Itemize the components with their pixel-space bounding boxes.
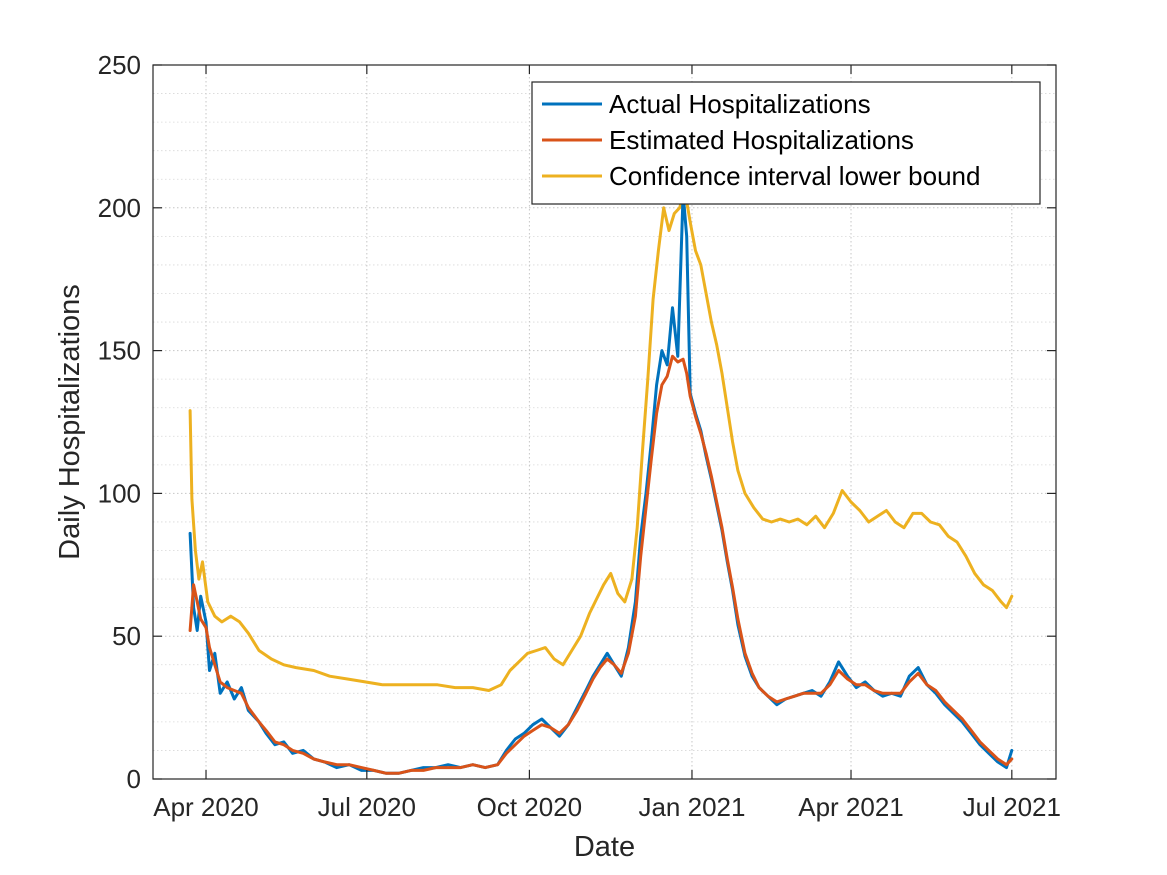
plot-box [152,64,1057,780]
x-axis-label: Date [574,831,635,863]
x-tick-label: Jul 2020 [318,792,416,822]
y-axis-label: Daily Hospitalizations [54,284,86,560]
series-line-1 [188,192,1014,775]
series-line-3 [188,189,1014,692]
axis-ticks: 0 50 100 150 200 250 Apr 2020 Jul 2020 Oct 2020 J… [98,50,1061,822]
y-tick-label: 100 [98,478,141,508]
y-tick-label: 200 [98,193,141,223]
legend-label: Actual Hospitalizations [609,89,871,119]
legend: Actual Hospitalizations Estimated Hospita… [531,81,1041,205]
x-tick-label: Apr 2021 [798,792,904,822]
y-tick-label: 250 [98,50,141,80]
x-tick-label: Apr 2020 [153,792,259,822]
series-line-2 [188,354,1014,775]
x-tick-label: Jan 2021 [638,792,745,822]
series-lines [188,189,1014,775]
legend-box [531,81,1041,205]
y-tick-label: 50 [112,621,141,651]
x-tick-label: Oct 2020 [477,792,583,822]
legend-label: Estimated Hospitalizations [609,125,914,155]
y-tick-label: 150 [98,336,141,366]
legend-label: Confidence interval lower bound [609,161,980,191]
x-tick-label: Jul 2021 [963,792,1061,822]
y-tick-label: 0 [127,764,141,794]
